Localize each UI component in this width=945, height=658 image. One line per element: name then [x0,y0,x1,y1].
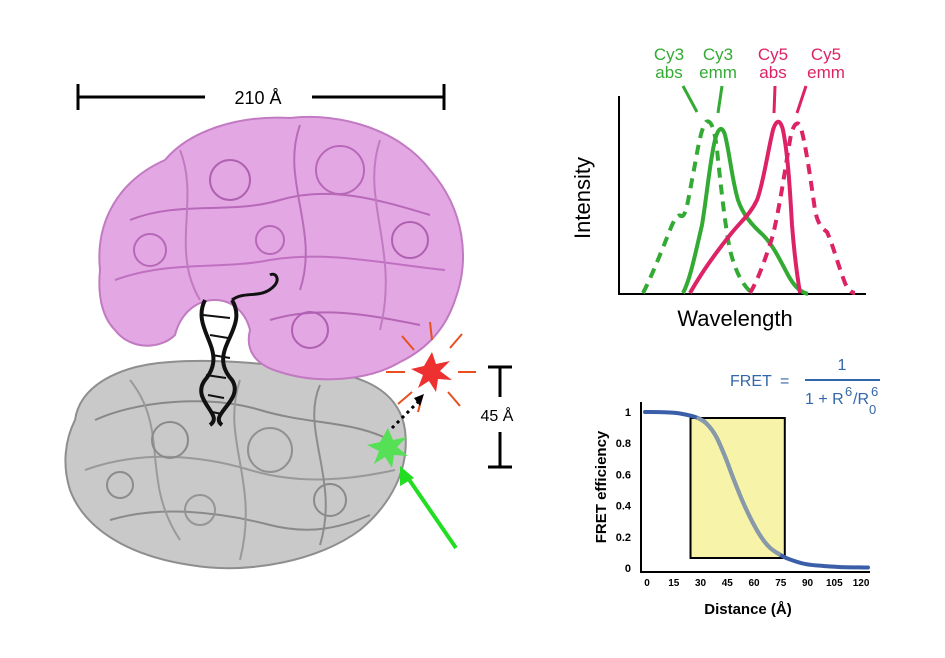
fret-transfer-arrow [390,394,424,430]
fret-x-tick-label: 30 [695,578,707,589]
fret-x-tick-label: 90 [802,578,814,589]
height-scale-bar: 45 Å [481,365,514,469]
formula-denominator-prefix: 1 + R [805,391,844,408]
formula-denominator-mid: /R [853,391,869,408]
fret-x-tick-label: 0 [644,578,650,589]
fret-x-tick-label: 45 [722,578,734,589]
formula-numerator: 1 [838,357,847,374]
cy5-abs-curve [688,119,802,294]
large-subunit [98,115,464,381]
excitation-arrow [400,466,458,550]
cy3-emm-label-line1: Cy3 [703,45,733,64]
fret-y-tick-label: 0 [625,563,631,575]
width-scale-label: 210 Å [234,88,281,108]
spectra-labels: Cy3 abs Cy3 emm Cy5 abs Cy5 emm [654,45,845,82]
cy3-emm-label-line2: emm [699,63,737,82]
ribosome-structure: 210 Å [64,84,514,570]
fret-y-tick-label: 0.6 [616,469,631,481]
formula-lhs: FRET [730,373,772,390]
spectra-y-label: Intensity [570,157,595,239]
fret-efficiency-panel: FRET = 1 1 + R 6 /R 0 6 0 0.2 0.4 0.6 0.8 1 0… [593,357,880,618]
fret-x-tick-label: 15 [668,578,680,589]
cy5-abs-label-line2: abs [759,63,786,82]
fret-y-tick-label: 0.4 [616,501,632,513]
cy3-emm-curve [681,127,809,296]
formula-denominator-sub: 0 [869,402,876,417]
cy5-emm-label-line2: emm [807,63,845,82]
fret-x-tick-label: 105 [826,578,843,589]
fret-curve-highlighted-segment [696,416,781,556]
formula-denominator-exp1: 6 [845,384,852,399]
fret-y-tick-label: 0.2 [616,532,631,544]
formula-equals: = [780,373,789,390]
fret-y-tick-label: 1 [625,407,631,419]
fret-y-tick-label: 0.8 [616,438,631,450]
height-scale-label: 45 Å [481,406,514,425]
cy5-emm-leader [795,85,808,114]
trna-helix [199,272,279,427]
cy3-abs-leader [681,85,699,113]
cy3-abs-curve [641,119,754,295]
fret-formula: FRET = 1 1 + R 6 /R 0 6 [730,357,880,417]
spectra-panel: Cy3 abs Cy3 emm Cy5 abs Cy5 emm Intensit… [570,45,866,331]
cy3-emm-leader [716,85,724,114]
small-subunit [64,359,407,570]
acceptor-star [386,321,476,413]
cy5-emm-label-line1: Cy5 [811,45,841,64]
cy3-abs-label-line2: abs [655,63,682,82]
cy5-abs-leader [772,85,777,114]
fret-x-ticks: 0 15 30 45 60 75 90 105 120 [644,578,870,589]
spectra-x-label: Wavelength [677,306,792,331]
fret-y-label: FRET efficiency [593,430,610,543]
cy5-abs-label-line1: Cy5 [758,45,788,64]
fret-y-ticks: 0 0.2 0.4 0.6 0.8 1 [616,407,632,575]
fret-x-label: Distance (Å) [704,601,792,618]
fret-efficiency-chart: 0 0.2 0.4 0.6 0.8 1 0 15 30 45 60 75 90 105 120 [616,402,870,589]
donor-star [367,428,408,468]
fret-x-tick-label: 60 [748,578,760,589]
fret-x-tick-label: 75 [775,578,787,589]
fret-x-tick-label: 120 [853,578,870,589]
cy5-emm-curve [748,121,856,295]
cy3-abs-label-line1: Cy3 [654,45,684,64]
formula-denominator-exp2: 6 [871,384,878,399]
width-scale-bar: 210 Å [76,84,446,110]
